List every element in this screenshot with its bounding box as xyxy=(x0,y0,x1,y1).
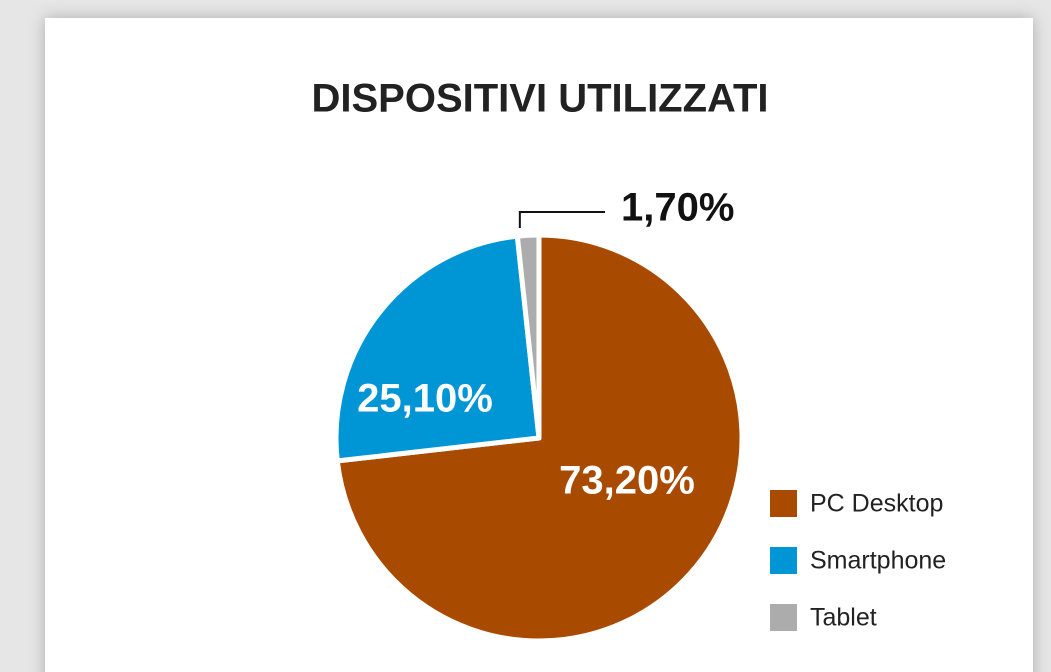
pie-slice xyxy=(333,233,542,464)
legend-label: Smartphone xyxy=(810,547,946,575)
legend-swatch xyxy=(770,547,797,574)
chart-title: DISPOSITIVI UTILIZZATI xyxy=(311,77,768,121)
legend-label: PC Desktop xyxy=(810,490,943,518)
pie-slice xyxy=(514,232,542,441)
data-label: 73,20% xyxy=(559,459,695,503)
leader-line xyxy=(518,211,605,228)
data-label: 25,10% xyxy=(357,377,493,421)
legend-label: Tablet xyxy=(810,604,877,632)
legend-swatch xyxy=(770,604,797,631)
data-label: 1,70% xyxy=(621,186,734,230)
legend-swatch xyxy=(770,490,797,517)
